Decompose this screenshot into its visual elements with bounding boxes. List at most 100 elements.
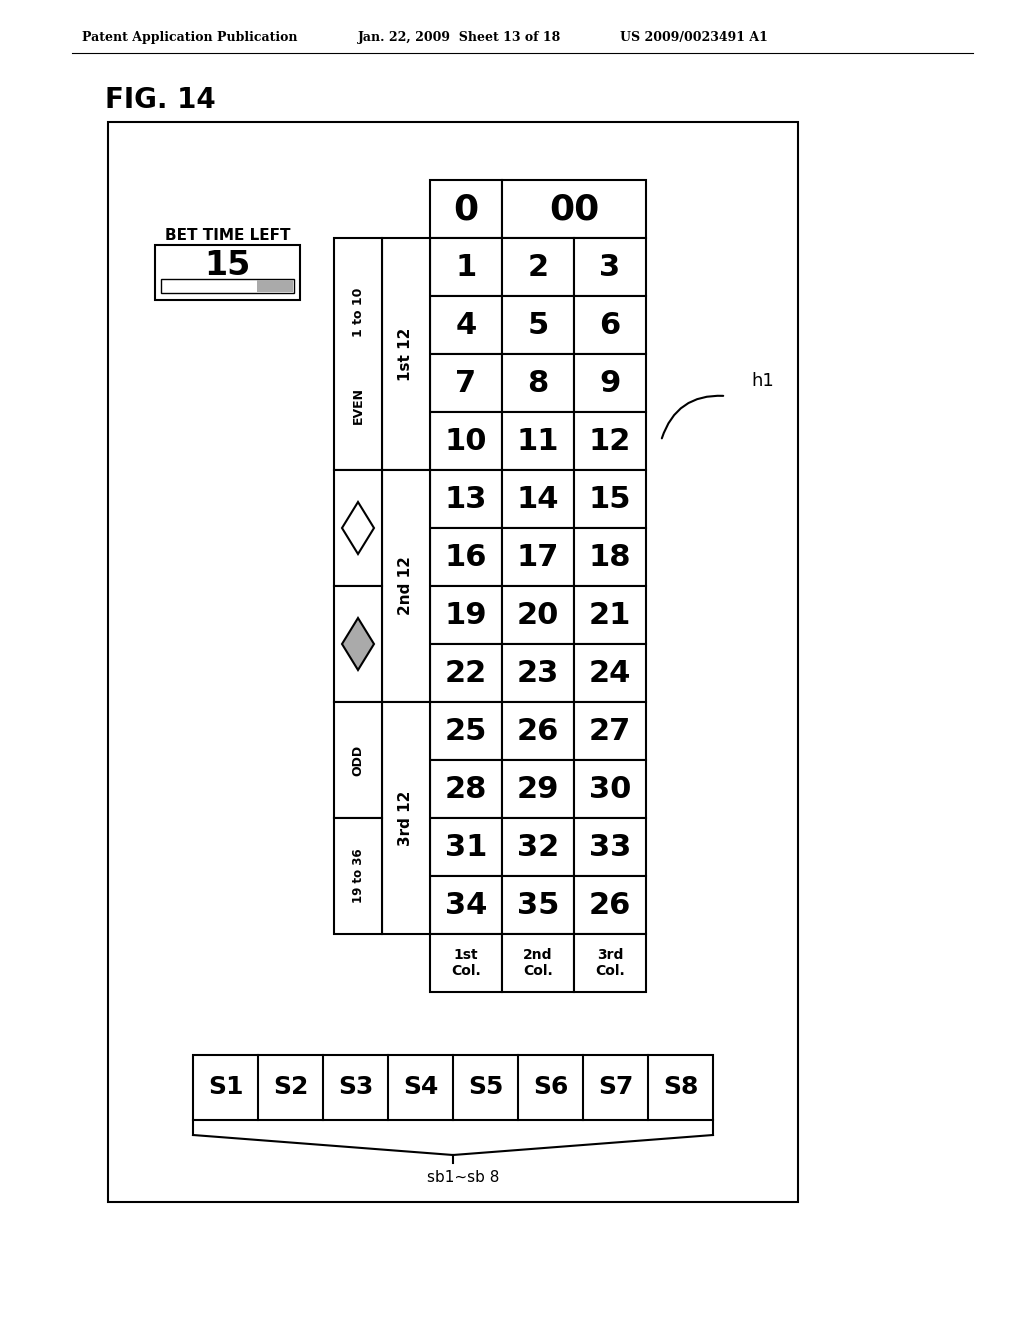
Text: 00: 00 [549,191,599,226]
Text: S1: S1 [208,1076,244,1100]
Text: S8: S8 [663,1076,698,1100]
FancyBboxPatch shape [502,702,574,760]
FancyBboxPatch shape [502,470,574,528]
FancyBboxPatch shape [574,935,646,993]
Text: 1 to 10: 1 to 10 [351,288,365,337]
Text: 10: 10 [444,426,487,455]
Text: 17: 17 [517,543,559,572]
Text: US 2009/0023491 A1: US 2009/0023491 A1 [620,30,768,44]
FancyBboxPatch shape [430,935,502,993]
FancyBboxPatch shape [574,470,646,528]
Text: 14: 14 [517,484,559,513]
Text: 1st
Col.: 1st Col. [452,948,481,978]
FancyBboxPatch shape [574,412,646,470]
FancyBboxPatch shape [257,280,293,292]
Text: 32: 32 [517,833,559,862]
Text: 23: 23 [517,659,559,688]
Text: 16: 16 [444,543,487,572]
FancyBboxPatch shape [574,644,646,702]
Text: S7: S7 [598,1076,633,1100]
FancyBboxPatch shape [574,238,646,296]
Text: 20: 20 [517,601,559,630]
Text: 1: 1 [456,252,476,281]
Text: 15: 15 [205,249,251,282]
Text: Patent Application Publication: Patent Application Publication [82,30,298,44]
FancyBboxPatch shape [382,702,430,935]
FancyBboxPatch shape [574,702,646,760]
Text: 34: 34 [444,891,487,920]
Text: 2: 2 [527,252,549,281]
Text: 31: 31 [444,833,487,862]
FancyBboxPatch shape [574,586,646,644]
Text: Jan. 22, 2009  Sheet 13 of 18: Jan. 22, 2009 Sheet 13 of 18 [358,30,561,44]
FancyBboxPatch shape [161,279,294,293]
FancyBboxPatch shape [574,354,646,412]
FancyBboxPatch shape [502,296,574,354]
Text: 26: 26 [517,717,559,746]
FancyBboxPatch shape [382,238,430,470]
Text: 21: 21 [589,601,631,630]
FancyBboxPatch shape [430,586,502,644]
Text: sb1~sb 8: sb1~sb 8 [427,1170,499,1184]
Text: 29: 29 [517,775,559,804]
Text: S4: S4 [402,1076,438,1100]
Text: 27: 27 [589,717,631,746]
Text: h1: h1 [751,372,774,389]
FancyBboxPatch shape [502,760,574,818]
Text: 7: 7 [456,368,476,397]
Text: ODD: ODD [351,744,365,776]
FancyBboxPatch shape [502,818,574,876]
FancyBboxPatch shape [502,528,574,586]
Text: 2nd 12: 2nd 12 [398,557,414,615]
FancyBboxPatch shape [502,586,574,644]
Text: S2: S2 [272,1076,308,1100]
FancyBboxPatch shape [430,760,502,818]
Text: FIG. 14: FIG. 14 [105,86,216,114]
FancyBboxPatch shape [502,876,574,935]
Text: 19 to 36: 19 to 36 [351,849,365,903]
FancyBboxPatch shape [502,238,574,296]
Polygon shape [342,502,374,554]
FancyBboxPatch shape [430,238,502,296]
FancyBboxPatch shape [430,702,502,760]
Text: 30: 30 [589,775,631,804]
Text: 5: 5 [527,310,549,339]
Text: 8: 8 [527,368,549,397]
FancyBboxPatch shape [502,644,574,702]
FancyBboxPatch shape [574,760,646,818]
Text: 9: 9 [599,368,621,397]
Text: 13: 13 [444,484,487,513]
Text: 1st 12: 1st 12 [398,327,414,380]
FancyBboxPatch shape [574,528,646,586]
Text: 3rd
Col.: 3rd Col. [595,948,625,978]
FancyBboxPatch shape [430,876,502,935]
FancyBboxPatch shape [334,586,382,702]
Text: BET TIME LEFT: BET TIME LEFT [165,227,291,243]
FancyBboxPatch shape [334,470,382,586]
Text: 24: 24 [589,659,631,688]
Text: 33: 33 [589,833,631,862]
Text: 11: 11 [517,426,559,455]
Text: 25: 25 [444,717,487,746]
Text: 3: 3 [599,252,621,281]
FancyBboxPatch shape [430,180,502,238]
Text: 19: 19 [444,601,487,630]
Text: S3: S3 [338,1076,373,1100]
FancyBboxPatch shape [502,935,574,993]
Text: 26: 26 [589,891,631,920]
FancyBboxPatch shape [430,470,502,528]
FancyBboxPatch shape [430,412,502,470]
Text: S6: S6 [532,1076,568,1100]
FancyBboxPatch shape [430,644,502,702]
FancyBboxPatch shape [334,818,382,935]
FancyBboxPatch shape [574,818,646,876]
Text: 4: 4 [456,310,476,339]
FancyBboxPatch shape [382,470,430,702]
FancyBboxPatch shape [574,296,646,354]
FancyBboxPatch shape [502,354,574,412]
FancyBboxPatch shape [502,180,646,238]
Text: 15: 15 [589,484,631,513]
Text: 22: 22 [444,659,487,688]
FancyBboxPatch shape [108,121,798,1203]
Polygon shape [342,618,374,671]
